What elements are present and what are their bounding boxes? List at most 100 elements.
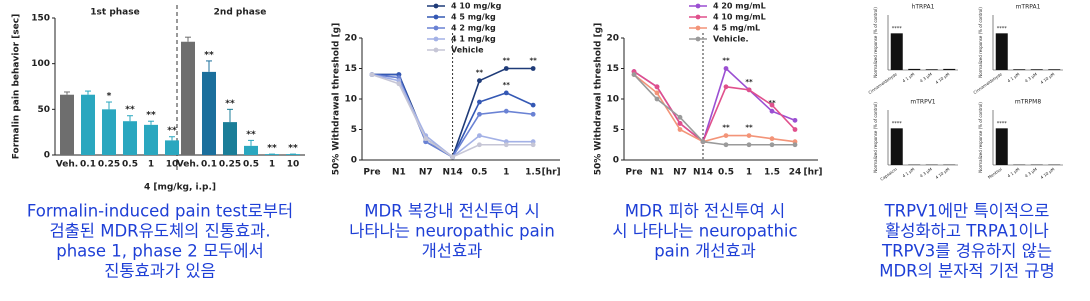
point [477,99,482,105]
x-tick-label: 4 1 μM [1006,71,1020,83]
x-axis-label: 4 [mg/kg, i.p.] [144,183,216,193]
point [746,133,752,139]
caption-line: TRPV1에만 특이적으로 [884,202,1050,221]
legend-marker [695,36,701,42]
y-axis-label: Normalized response (% of control) [873,7,878,78]
panel-title: mTRPM8 [1015,99,1041,106]
x-tick-label: 4 10 μM [1039,71,1056,85]
x-tick-label: 0.5 [718,168,734,178]
significance: ** [476,69,484,77]
significance: ** [722,124,730,132]
point [746,142,752,148]
significance: ** [529,57,537,65]
point [530,111,536,117]
x-tick-label: Capsaicin [879,166,898,181]
point [700,139,706,145]
y-tick-label: 100 [31,59,50,69]
point [477,133,482,139]
y-tick-label: 0 [613,156,619,166]
x-tick-label: 4 1 μM [901,71,915,83]
point [654,90,660,96]
point [792,127,798,132]
bar [1013,69,1026,70]
x-tick-label: N7 [419,168,433,178]
x-tick-label: N1 [392,168,406,178]
significance: ** [745,78,753,86]
caption-line: 진통효과가 있음 [104,262,216,281]
significance: ** [722,57,730,65]
bar [81,94,95,155]
point [769,108,775,114]
bar [943,68,956,70]
x-tick-label: 0.25 [219,160,241,170]
bar [123,121,137,155]
legend-marker [695,3,701,9]
x-tick-label: Veh. [177,160,199,170]
x-tick-label: 1 [148,160,154,170]
caption-line: 검출된 MDR유도체의 진통효과. [49,222,270,241]
x-tick-label: 1 [746,168,752,178]
y-tick-label: 150 [31,14,50,24]
point [654,96,660,102]
bar [202,71,216,155]
bar [165,140,179,155]
x-tick-label: N1 [650,168,664,178]
point [792,142,798,148]
caption-line: Formalin-induced pain test로부터 [27,202,293,221]
legend-label: 4 5 mg/mL [713,24,760,33]
panel-title: mTRPA1 [1016,4,1041,11]
legend-marker [433,47,439,53]
y-tick-label: 0 [351,156,357,166]
significance: ** [288,144,298,154]
x-tick-label: 0.1 [201,160,217,170]
bar [144,124,158,155]
x-tick-label: 4 3 μM [1024,166,1038,178]
significance: ** [204,50,214,60]
caption-line: MDR 복강내 전신투여 시 [364,202,540,221]
point [746,87,752,93]
phase-label: 2nd phase [214,8,267,18]
x-tick-label: Pre [363,168,380,178]
point [631,72,637,77]
bar [244,145,258,155]
significance: * [107,92,112,102]
point [530,66,536,71]
caption-line: MDR 피하 전신투여 시 [625,202,785,221]
bar [890,33,903,70]
point [503,108,509,114]
x-tick-label: 4 3 μM [1024,71,1038,83]
point [396,81,402,87]
x-tick-label: 1 [503,168,509,178]
bar [181,41,195,155]
significance: ** [146,111,156,121]
bar [890,128,903,165]
x-tick-label: 4 10 μM [1039,166,1056,180]
x-tick-label: Menthol [987,167,1003,180]
x-tick-label: 0.5 [243,160,259,170]
point [723,84,729,90]
point [723,66,729,71]
series-line [633,74,795,146]
x-tick-label: 0.5 [471,168,487,178]
y-axis-label: Normalized response (% of control) [873,102,878,173]
x-tick-label: N7 [673,168,687,178]
point [677,114,683,120]
legend-label: 4 10 mg/kg [451,2,502,11]
y-axis-label: Formalin pain behavior [sec] [12,14,22,159]
legend-label: 4 1 mg/kg [451,35,496,44]
x-tick-label: 4 10 μM [934,71,951,85]
x-tick-label: 4 1 μM [1006,166,1020,178]
y-axis-label: Normalized response (% of control) [978,7,983,78]
point [423,136,429,142]
y-tick-label: 15 [344,64,357,74]
x-tick-label: Cinnamaldehyde [867,71,898,95]
point [477,111,482,117]
legend-label: Vehicle [451,46,484,55]
significance: ** [125,105,135,115]
point [654,84,660,90]
point [450,154,455,160]
series-line [633,70,796,143]
significance: ** [503,57,511,65]
